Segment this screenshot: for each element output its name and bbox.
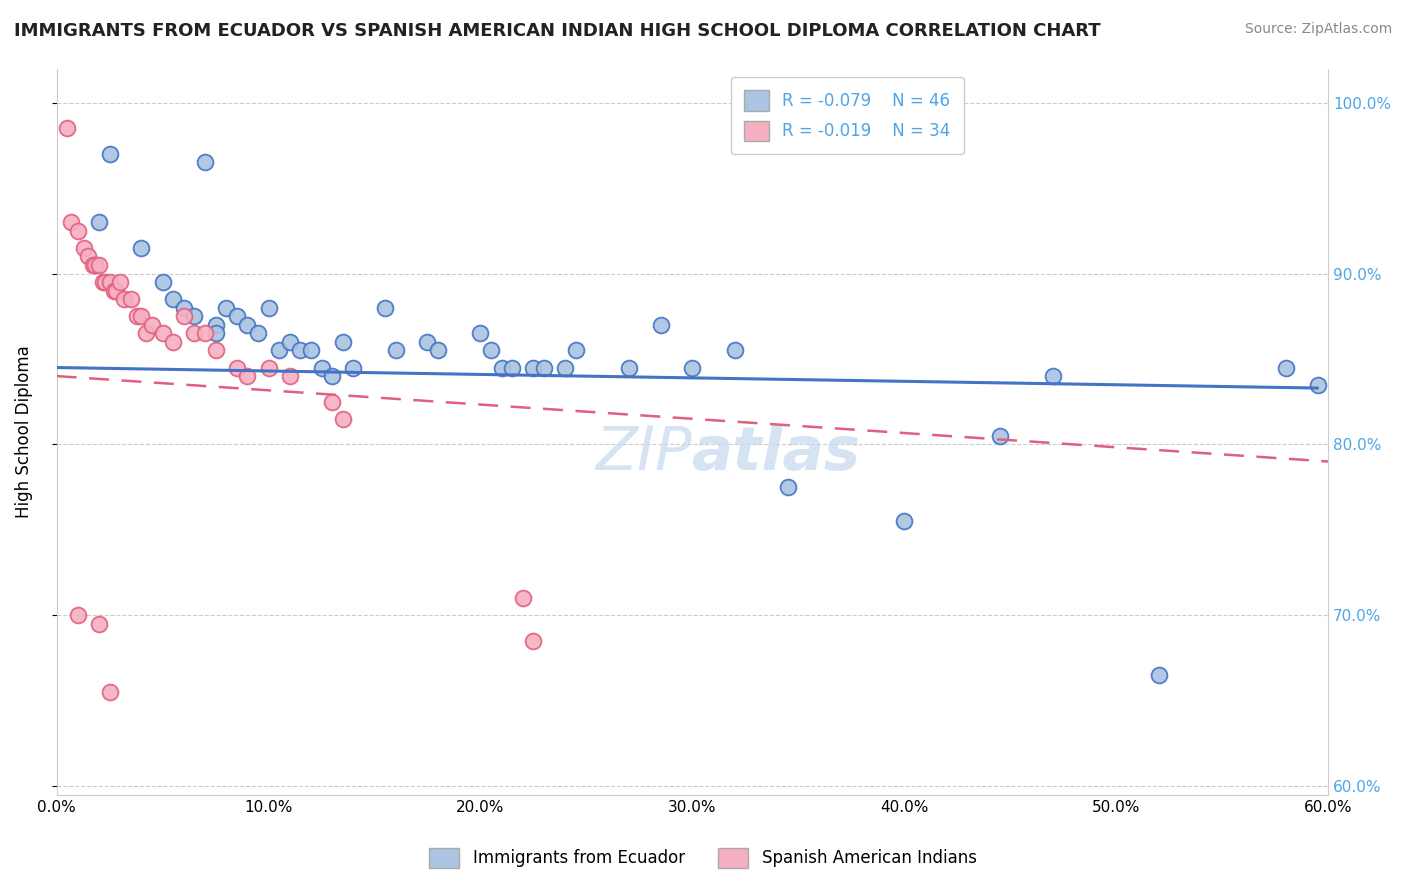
Point — [82, 258, 104, 272]
Point — [94, 275, 117, 289]
Point — [278, 369, 301, 384]
Point — [225, 310, 247, 324]
Point — [183, 310, 205, 324]
Point — [204, 343, 226, 358]
Point — [98, 275, 121, 289]
Point — [311, 360, 333, 375]
Point — [1306, 377, 1329, 392]
Point — [617, 360, 640, 375]
Point — [893, 514, 915, 528]
Point — [650, 318, 672, 332]
Point — [724, 343, 747, 358]
Point — [135, 326, 157, 341]
Point — [152, 275, 174, 289]
Text: ZIP: ZIP — [596, 424, 692, 483]
Text: Source: ZipAtlas.com: Source: ZipAtlas.com — [1244, 22, 1392, 37]
Point — [83, 258, 105, 272]
Point — [236, 369, 259, 384]
Point — [98, 147, 121, 161]
Point — [278, 334, 301, 349]
Point — [152, 326, 174, 341]
Point — [491, 360, 513, 375]
Point — [120, 292, 142, 306]
Point — [299, 343, 322, 358]
Point — [988, 429, 1011, 443]
Point — [103, 284, 125, 298]
Point — [479, 343, 502, 358]
Point — [332, 334, 354, 349]
Point — [257, 301, 280, 315]
Text: IMMIGRANTS FROM ECUADOR VS SPANISH AMERICAN INDIAN HIGH SCHOOL DIPLOMA CORRELATI: IMMIGRANTS FROM ECUADOR VS SPANISH AMERI… — [14, 22, 1101, 40]
Point — [215, 301, 238, 315]
Point — [131, 310, 153, 324]
Point — [416, 334, 439, 349]
Point — [512, 591, 534, 606]
Point — [332, 412, 354, 426]
Point — [257, 360, 280, 375]
Point — [60, 215, 83, 229]
Point — [56, 121, 79, 136]
Point — [141, 318, 163, 332]
Point — [269, 343, 291, 358]
Point — [162, 292, 184, 306]
Point — [127, 310, 149, 324]
Point — [522, 360, 544, 375]
Point — [112, 292, 135, 306]
Point — [384, 343, 406, 358]
Point — [173, 301, 195, 315]
Legend: Immigrants from Ecuador, Spanish American Indians: Immigrants from Ecuador, Spanish America… — [423, 841, 983, 875]
Point — [1274, 360, 1296, 375]
Point — [342, 360, 364, 375]
Legend: R = -0.079    N = 46, R = -0.019    N = 34: R = -0.079 N = 46, R = -0.019 N = 34 — [731, 77, 963, 154]
Point — [77, 250, 100, 264]
Point — [776, 480, 799, 494]
Point — [194, 326, 217, 341]
Point — [470, 326, 492, 341]
Point — [162, 334, 184, 349]
Point — [108, 275, 131, 289]
Point — [183, 326, 205, 341]
Point — [236, 318, 259, 332]
Point — [522, 634, 544, 648]
Point — [1042, 369, 1064, 384]
Point — [194, 155, 217, 169]
Point — [66, 224, 89, 238]
Point — [374, 301, 396, 315]
Point — [66, 608, 89, 623]
Text: atlas: atlas — [692, 424, 862, 483]
Point — [290, 343, 312, 358]
Point — [501, 360, 523, 375]
Point — [204, 326, 226, 341]
Point — [565, 343, 588, 358]
Point — [204, 318, 226, 332]
Point — [104, 284, 127, 298]
Point — [173, 310, 195, 324]
Point — [681, 360, 703, 375]
Point — [87, 258, 110, 272]
Point — [1147, 668, 1170, 682]
Y-axis label: High School Diploma: High School Diploma — [15, 345, 32, 518]
Point — [427, 343, 450, 358]
Point — [131, 241, 153, 255]
Point — [73, 241, 96, 255]
Point — [321, 369, 343, 384]
Point — [225, 360, 247, 375]
Point — [321, 394, 343, 409]
Point — [554, 360, 576, 375]
Point — [87, 616, 110, 631]
Point — [246, 326, 269, 341]
Point — [91, 275, 114, 289]
Point — [533, 360, 555, 375]
Point — [98, 685, 121, 699]
Point — [87, 215, 110, 229]
